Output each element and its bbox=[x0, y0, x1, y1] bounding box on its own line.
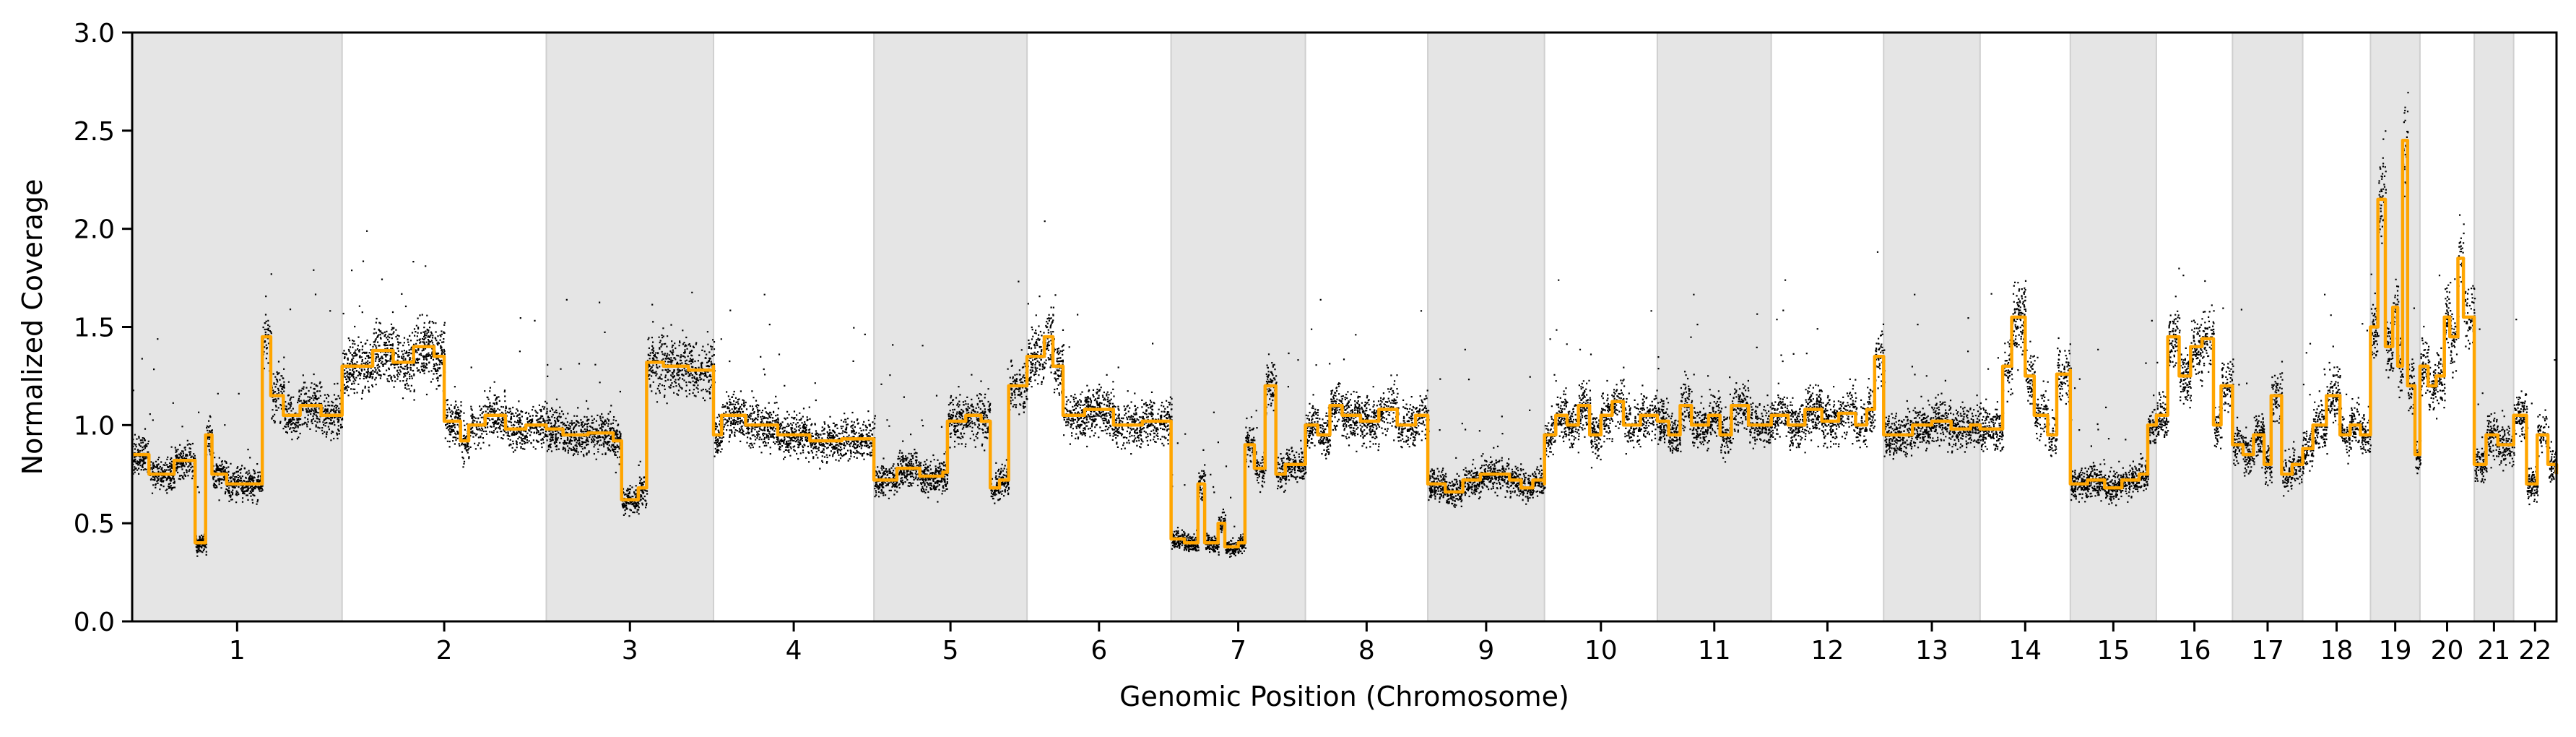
chromosome-band-15 bbox=[2070, 33, 2156, 621]
chromosome-band-21 bbox=[2474, 33, 2514, 621]
y-tick-label: 0.0 bbox=[74, 608, 115, 637]
chromosome-bands bbox=[131, 33, 2515, 621]
coverage-points-chr8 bbox=[1305, 298, 1430, 460]
x-tick-label: 16 bbox=[2178, 636, 2211, 665]
chromosome-band-7 bbox=[1171, 33, 1306, 621]
coverage-points-chr4 bbox=[714, 293, 876, 470]
x-tick-label: 14 bbox=[2008, 636, 2042, 665]
x-tick-label: 15 bbox=[2096, 636, 2130, 665]
chromosome-band-3 bbox=[546, 33, 714, 621]
segment-line-group bbox=[132, 139, 2559, 549]
coverage-points-chr7 bbox=[1171, 352, 1307, 558]
x-tick-label: 11 bbox=[1698, 636, 1731, 665]
y-axis-label: Normalized Coverage bbox=[17, 179, 48, 475]
x-tick-label: 1 bbox=[229, 636, 246, 665]
x-tick-label: 20 bbox=[2431, 636, 2464, 665]
x-tick-label: 12 bbox=[1811, 636, 1844, 665]
x-tick-label: 21 bbox=[2477, 636, 2510, 665]
chromosome-band-9 bbox=[1428, 33, 1545, 621]
x-axis-label: Genomic Position (Chromosome) bbox=[1119, 681, 1569, 712]
y-tick-label: 3.0 bbox=[74, 19, 115, 48]
x-axis-ticks: 1 2 3 4 5 6 7 8 9 10 11 12 13 14 15 16 17 18 19 20 21 22 bbox=[229, 621, 2551, 665]
x-tick-label: 9 bbox=[1478, 636, 1494, 665]
x-tick-label: 6 bbox=[1090, 636, 1107, 665]
x-tick-label: 7 bbox=[1230, 636, 1246, 665]
y-tick-label: 1.0 bbox=[74, 411, 115, 441]
y-tick-label: 2.5 bbox=[74, 117, 115, 147]
x-tick-label: 2 bbox=[436, 636, 453, 665]
coverage-points-chr13 bbox=[1883, 293, 1982, 460]
x-tick-label: 19 bbox=[2379, 636, 2412, 665]
chromosome-band-17 bbox=[2232, 33, 2303, 621]
chromosome-band-11 bbox=[1657, 33, 1771, 621]
coverage-points-chr15 bbox=[2070, 319, 2158, 507]
x-tick-label: 10 bbox=[1584, 636, 1618, 665]
chromosome-band-5 bbox=[874, 33, 1028, 621]
x-tick-label: 5 bbox=[942, 636, 959, 665]
segment-line bbox=[132, 139, 2559, 549]
coverage-points-chr18 bbox=[2302, 293, 2372, 472]
x-tick-label: 4 bbox=[786, 636, 802, 665]
coverage-points-chr3 bbox=[546, 291, 716, 517]
x-tick-label: 8 bbox=[1358, 636, 1375, 665]
plot-frame bbox=[131, 31, 2558, 623]
chromosome-band-13 bbox=[1883, 33, 1980, 621]
x-tick-label: 17 bbox=[2251, 636, 2284, 665]
y-tick-label: 0.5 bbox=[74, 509, 115, 539]
scatter-points bbox=[132, 92, 2558, 558]
x-tick-label: 3 bbox=[622, 636, 638, 665]
y-axis-ticks: 0.0 0.5 1.0 1.5 2.0 2.5 3.0 bbox=[74, 19, 132, 637]
coverage-points-chr10 bbox=[1544, 279, 1659, 469]
x-tick-label: 22 bbox=[2518, 636, 2551, 665]
y-tick-label: 1.5 bbox=[74, 314, 115, 343]
coverage-points-chr9 bbox=[1428, 348, 1546, 508]
y-tick-label: 2.0 bbox=[74, 215, 115, 245]
x-tick-label: 18 bbox=[2320, 636, 2354, 665]
x-tick-label: 13 bbox=[1915, 636, 1948, 665]
chromosome-band-1 bbox=[132, 33, 342, 621]
coverage-points-chr17 bbox=[2232, 309, 2304, 497]
